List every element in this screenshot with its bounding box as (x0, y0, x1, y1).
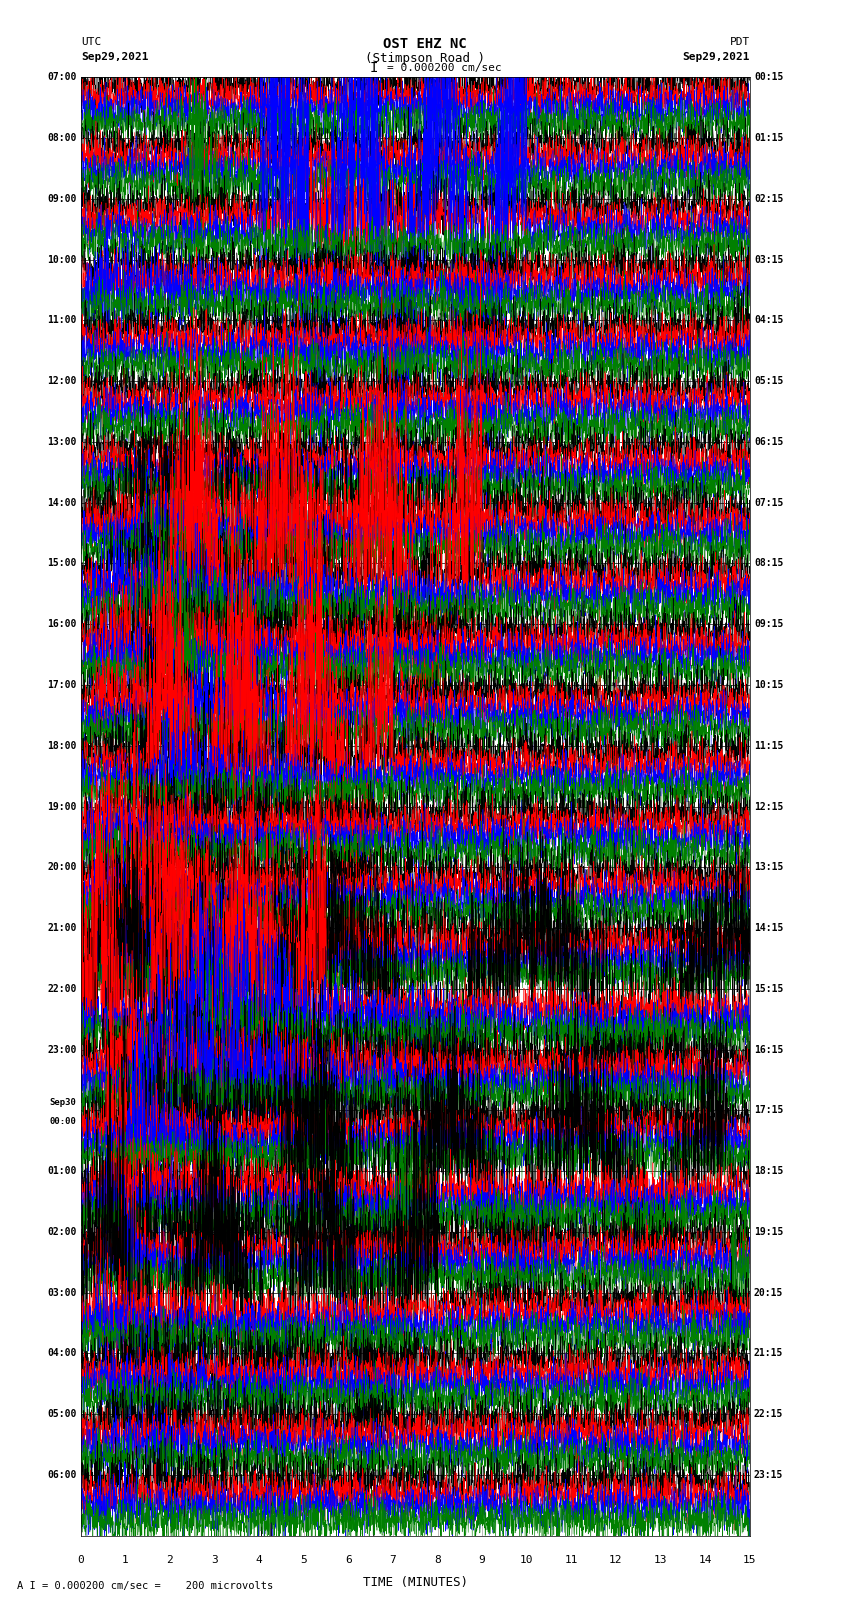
Text: 17:15: 17:15 (754, 1105, 784, 1115)
Text: Sep29,2021: Sep29,2021 (81, 52, 148, 61)
Text: 06:15: 06:15 (754, 437, 784, 447)
Text: 19:00: 19:00 (47, 802, 76, 811)
Text: 23:00: 23:00 (47, 1045, 76, 1055)
Text: 13: 13 (654, 1555, 667, 1565)
Text: 06:00: 06:00 (47, 1469, 76, 1479)
Text: 03:15: 03:15 (754, 255, 784, 265)
Text: 11: 11 (564, 1555, 578, 1565)
Text: 05:00: 05:00 (47, 1410, 76, 1419)
Text: 22:15: 22:15 (754, 1410, 784, 1419)
Text: 00:15: 00:15 (754, 73, 784, 82)
Text: 11:00: 11:00 (47, 316, 76, 326)
Text: = 0.000200 cm/sec: = 0.000200 cm/sec (387, 63, 501, 73)
Text: 2: 2 (167, 1555, 173, 1565)
Text: 20:00: 20:00 (47, 863, 76, 873)
Text: 14: 14 (699, 1555, 711, 1565)
Text: 3: 3 (211, 1555, 218, 1565)
Text: 5: 5 (300, 1555, 307, 1565)
Text: 08:00: 08:00 (47, 134, 76, 144)
Text: 11:15: 11:15 (754, 740, 784, 750)
Text: 22:00: 22:00 (47, 984, 76, 994)
Text: Sep29,2021: Sep29,2021 (683, 52, 750, 61)
Text: 17:00: 17:00 (47, 681, 76, 690)
Text: 23:15: 23:15 (754, 1469, 784, 1479)
Text: 10:15: 10:15 (754, 681, 784, 690)
Text: 14:00: 14:00 (47, 498, 76, 508)
Text: 10: 10 (520, 1555, 534, 1565)
Text: 8: 8 (434, 1555, 441, 1565)
Text: 02:00: 02:00 (47, 1227, 76, 1237)
Text: 01:15: 01:15 (754, 134, 784, 144)
Text: 03:00: 03:00 (47, 1287, 76, 1297)
Text: 09:00: 09:00 (47, 194, 76, 203)
Text: 15:15: 15:15 (754, 984, 784, 994)
Text: 0: 0 (77, 1555, 84, 1565)
Text: 08:15: 08:15 (754, 558, 784, 568)
Text: 21:00: 21:00 (47, 923, 76, 932)
Text: 4: 4 (256, 1555, 263, 1565)
Text: 20:15: 20:15 (754, 1287, 784, 1297)
Text: 12: 12 (609, 1555, 623, 1565)
Text: 04:15: 04:15 (754, 316, 784, 326)
Text: 13:15: 13:15 (754, 863, 784, 873)
Text: 19:15: 19:15 (754, 1227, 784, 1237)
Text: 01:00: 01:00 (47, 1166, 76, 1176)
Text: 02:15: 02:15 (754, 194, 784, 203)
Text: 14:15: 14:15 (754, 923, 784, 932)
Text: 00:00: 00:00 (49, 1116, 76, 1126)
Text: 12:15: 12:15 (754, 802, 784, 811)
Text: UTC: UTC (81, 37, 101, 47)
Text: 04:00: 04:00 (47, 1348, 76, 1358)
Text: 12:00: 12:00 (47, 376, 76, 386)
Text: 10:00: 10:00 (47, 255, 76, 265)
Text: 21:15: 21:15 (754, 1348, 784, 1358)
Text: 16:00: 16:00 (47, 619, 76, 629)
Text: 07:15: 07:15 (754, 498, 784, 508)
Text: 05:15: 05:15 (754, 376, 784, 386)
Text: 13:00: 13:00 (47, 437, 76, 447)
Text: 07:00: 07:00 (47, 73, 76, 82)
Text: 18:00: 18:00 (47, 740, 76, 750)
Text: PDT: PDT (729, 37, 750, 47)
Text: TIME (MINUTES): TIME (MINUTES) (363, 1576, 468, 1589)
Text: 6: 6 (345, 1555, 352, 1565)
Text: 16:15: 16:15 (754, 1045, 784, 1055)
Text: Sep30: Sep30 (49, 1098, 76, 1107)
Text: I: I (370, 61, 378, 74)
Text: 15:00: 15:00 (47, 558, 76, 568)
Text: 09:15: 09:15 (754, 619, 784, 629)
Text: A I = 0.000200 cm/sec =    200 microvolts: A I = 0.000200 cm/sec = 200 microvolts (17, 1581, 273, 1590)
Text: 7: 7 (389, 1555, 396, 1565)
Text: 18:15: 18:15 (754, 1166, 784, 1176)
Text: 1: 1 (122, 1555, 128, 1565)
Text: 15: 15 (743, 1555, 756, 1565)
Text: (Stimpson Road ): (Stimpson Road ) (365, 52, 485, 65)
Text: OST EHZ NC: OST EHZ NC (383, 37, 467, 52)
Text: 9: 9 (479, 1555, 485, 1565)
